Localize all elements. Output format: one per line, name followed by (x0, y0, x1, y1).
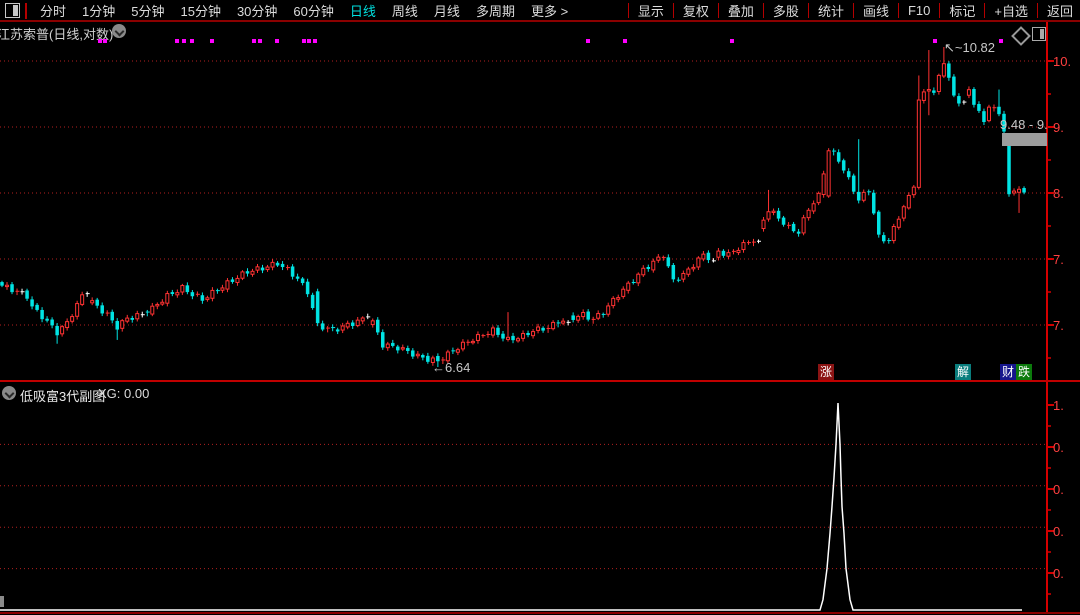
period-tab[interactable]: 15分钟 (180, 4, 221, 19)
signal-dot (933, 39, 937, 43)
signal-dot (999, 39, 1003, 43)
period-tab[interactable]: 1分钟 (82, 4, 116, 19)
period-tabs: 分时 1分钟 5分钟 15分钟 30分钟 60分钟 日线 周线 月线 多周期 更多 > (32, 1, 576, 20)
value-axis-label: 0. (1053, 524, 1064, 539)
toolbar-divider (627, 3, 629, 18)
value-axis-label: 0. (1053, 440, 1064, 455)
signal-dot (586, 39, 590, 43)
toolbar-buttons: 显示 复权 叠加 多股 统计 画线 F10 标记 +自选 返回 (626, 1, 1080, 20)
signal-dot (730, 39, 734, 43)
price-axis-label: 9. (1053, 120, 1064, 135)
scroll-indicator[interactable] (0, 596, 4, 607)
period-tab[interactable]: 分时 (40, 4, 67, 19)
split-view-icon[interactable] (1032, 27, 1046, 41)
signal-dot (98, 39, 102, 43)
toolbar-divider (939, 3, 941, 18)
toolbar-button[interactable]: 返回 (1046, 4, 1073, 19)
bottom-separator (0, 612, 1080, 614)
marker-badge[interactable]: 财 (1000, 364, 1016, 380)
toolbar-divider (984, 3, 986, 18)
toolbar-divider (897, 3, 899, 18)
toolbar-divider (762, 3, 764, 18)
signal-dot (302, 39, 306, 43)
toolbar-button[interactable]: 叠加 (727, 4, 754, 19)
value-axis-label: 1. (1053, 398, 1064, 413)
signal-dot (275, 39, 279, 43)
panel-separator (0, 380, 1080, 382)
chevron-down-icon[interactable] (112, 24, 126, 38)
period-tab[interactable]: 5分钟 (131, 4, 165, 19)
marker-badge[interactable]: 解 (955, 364, 971, 380)
signal-dot (103, 39, 107, 43)
indicator-value: XG: 0.00 (98, 386, 150, 401)
toolbar-button[interactable]: 多股 (772, 4, 799, 19)
marker-badge[interactable]: 跌 (1016, 364, 1032, 380)
period-toolbar: 分时 1分钟 5分钟 15分钟 30分钟 60分钟 日线 周线 月线 多周期 更多 > 显示 复权 叠加… (0, 0, 1080, 21)
toolbar-divider (807, 3, 809, 18)
price-axis-label: 8. (1053, 186, 1064, 201)
period-tab[interactable]: 60分钟 (293, 4, 334, 19)
signal-dot (258, 39, 262, 43)
stock-title: 江苏索普(日线,对数) (0, 27, 114, 42)
toolbar-divider (25, 2, 27, 19)
chevron-down-icon-sub[interactable] (2, 386, 16, 400)
period-tab[interactable]: 月线 (433, 4, 460, 19)
low-price-annotation: ←6.64 (432, 360, 471, 375)
period-tab[interactable]: 更多 > (530, 4, 569, 19)
signal-dot (175, 39, 179, 43)
indicator-title: 低吸富3代副图 (20, 389, 106, 404)
signal-dot (307, 39, 311, 43)
toolbar-button[interactable]: +自选 (994, 4, 1028, 19)
period-tab[interactable]: 多周期 (475, 4, 515, 19)
layout-icon[interactable] (5, 3, 20, 18)
price-axis-label: 10. (1053, 54, 1072, 69)
signal-dot (252, 39, 256, 43)
signal-dot (182, 39, 186, 43)
toolbar-divider (1036, 3, 1038, 18)
period-tab[interactable]: 30分钟 (236, 4, 278, 19)
signal-dot (623, 39, 627, 43)
toolbar-divider (717, 3, 719, 18)
high-price-annotation: ↖~10.82 (944, 40, 996, 55)
period-tab[interactable]: 日线 (349, 4, 376, 19)
toolbar-divider (672, 3, 674, 18)
toolbar-divider (852, 3, 854, 18)
toolbar-button[interactable]: 复权 (682, 4, 709, 19)
toolbar-button[interactable]: 标记 (949, 4, 976, 19)
price-range-tag: 9.48 - 9. (1000, 117, 1048, 132)
marker-badge[interactable]: 涨 (818, 364, 834, 380)
value-axis-label: 0. (1053, 482, 1064, 497)
price-axis-label: 7. (1053, 318, 1064, 333)
signal-dot (210, 39, 214, 43)
toolbar-button[interactable]: 显示 (637, 4, 664, 19)
toolbar-button[interactable]: 统计 (817, 4, 844, 19)
value-axis-label: 0. (1053, 566, 1064, 581)
signal-dot (313, 39, 317, 43)
toolbar-button[interactable]: F10 (907, 3, 931, 18)
period-tab[interactable]: 周线 (391, 4, 418, 19)
topbar-separator (0, 20, 1080, 22)
signal-dot (190, 39, 194, 43)
price-axis-label: 7. (1053, 252, 1064, 267)
toolbar-button[interactable]: 画线 (862, 4, 889, 19)
price-tag-box (1002, 133, 1047, 146)
